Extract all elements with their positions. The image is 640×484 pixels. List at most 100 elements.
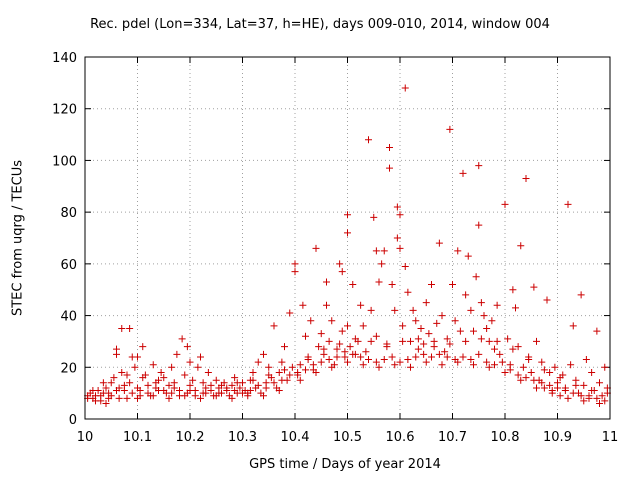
- y-tick-label: 0: [69, 413, 77, 428]
- data-point-plus: [433, 319, 441, 327]
- data-point-plus: [504, 335, 512, 343]
- data-point-plus: [380, 356, 388, 364]
- data-point-plus: [204, 368, 212, 376]
- data-point-plus: [218, 381, 225, 389]
- data-point-plus: [464, 252, 472, 260]
- data-point-plus: [362, 348, 370, 356]
- data-point-plus: [530, 283, 538, 291]
- data-point-plus: [123, 394, 131, 402]
- data-point-plus: [228, 381, 236, 389]
- data-point-plus: [105, 389, 113, 397]
- data-point-plus: [92, 397, 99, 405]
- data-point-plus: [155, 376, 162, 384]
- data-point-plus: [556, 374, 564, 382]
- data-point-plus: [294, 368, 302, 376]
- x-tick-label: 10.3: [228, 430, 257, 445]
- data-point-plus: [168, 389, 176, 397]
- data-point-plus: [139, 374, 147, 382]
- data-point-plus: [212, 376, 220, 384]
- data-point-plus: [199, 379, 207, 387]
- data-point-plus: [170, 379, 178, 387]
- data-point-plus: [107, 379, 115, 387]
- data-point-plus: [99, 379, 107, 387]
- data-point-plus: [601, 397, 609, 405]
- data-point-plus: [514, 343, 522, 351]
- data-point-plus: [281, 366, 288, 374]
- data-point-plus: [580, 381, 588, 389]
- data-point-plus: [561, 387, 569, 395]
- data-point-plus: [223, 384, 231, 392]
- data-point-plus: [102, 384, 110, 392]
- data-point-plus: [454, 247, 462, 255]
- data-point-plus: [498, 358, 506, 366]
- data-point-plus: [128, 389, 136, 397]
- data-point-plus: [333, 353, 341, 361]
- data-point-plus: [302, 332, 309, 340]
- data-point-plus: [467, 356, 475, 364]
- data-point-plus: [336, 340, 344, 348]
- x-tick-label: 10: [77, 430, 94, 445]
- data-point-plus: [344, 358, 351, 366]
- data-point-plus: [278, 358, 286, 366]
- x-tick-label: 10.6: [386, 430, 415, 445]
- data-point-plus: [115, 394, 123, 402]
- data-point-plus: [467, 306, 475, 314]
- data-point-plus: [281, 343, 288, 351]
- data-point-plus: [375, 363, 383, 371]
- y-axis-label: STEC from uqrg / TECUs: [10, 159, 26, 317]
- data-point-plus: [126, 379, 134, 387]
- data-point-plus: [186, 358, 194, 366]
- data-point-plus: [275, 368, 283, 376]
- data-point-plus: [391, 361, 399, 369]
- data-point-plus: [320, 345, 328, 353]
- x-tick-label: 10.7: [438, 430, 467, 445]
- data-point-plus: [317, 330, 325, 338]
- data-point-plus: [120, 381, 128, 389]
- data-point-plus: [540, 366, 548, 374]
- data-point-plus: [304, 353, 312, 361]
- y-tick-label: 120: [52, 103, 77, 118]
- data-point-plus: [588, 387, 596, 395]
- data-point-plus: [388, 281, 396, 289]
- data-point-plus: [265, 363, 273, 371]
- data-point-plus: [470, 327, 477, 335]
- data-point-plus: [577, 392, 585, 400]
- data-point-plus: [569, 389, 577, 397]
- data-point-plus: [564, 394, 572, 402]
- data-point-plus: [249, 376, 257, 384]
- x-tick-label: 10.4: [281, 430, 310, 445]
- data-point-plus: [383, 340, 391, 348]
- data-point-plus: [443, 335, 451, 343]
- data-point-plus: [370, 213, 378, 221]
- data-point-plus: [475, 350, 483, 358]
- data-point-plus: [291, 260, 299, 268]
- plot-frame: [84, 56, 611, 420]
- data-point-plus: [349, 281, 357, 289]
- data-point-plus: [530, 376, 538, 384]
- data-point-plus: [391, 306, 399, 314]
- data-point-plus: [446, 340, 454, 348]
- data-point-plus: [412, 353, 420, 361]
- data-point-plus: [365, 136, 372, 144]
- data-point-plus: [136, 387, 144, 395]
- data-point-plus: [254, 381, 262, 389]
- y-tick-label: 60: [60, 258, 77, 273]
- data-point-plus: [512, 304, 519, 312]
- data-point-plus: [338, 268, 346, 276]
- data-point-plus: [409, 306, 417, 314]
- data-point-plus: [254, 358, 262, 366]
- data-point-plus: [102, 399, 110, 407]
- data-point-plus: [357, 301, 365, 309]
- data-point-plus: [435, 239, 443, 247]
- axis-ticks: 10 10.1 10.2 10.3 10.4 10.5 10.6 10.7 10.8 10.9 11…: [52, 51, 618, 445]
- data-point-plus: [296, 376, 304, 384]
- data-point-plus: [231, 387, 239, 395]
- data-point-plus: [346, 343, 354, 351]
- data-point-plus: [123, 371, 131, 379]
- data-point-plus: [441, 348, 449, 356]
- data-point-plus: [399, 337, 407, 345]
- data-point-plus: [149, 392, 157, 400]
- data-point-plus: [527, 368, 535, 376]
- data-point-plus: [509, 345, 517, 353]
- data-point-plus: [475, 162, 483, 170]
